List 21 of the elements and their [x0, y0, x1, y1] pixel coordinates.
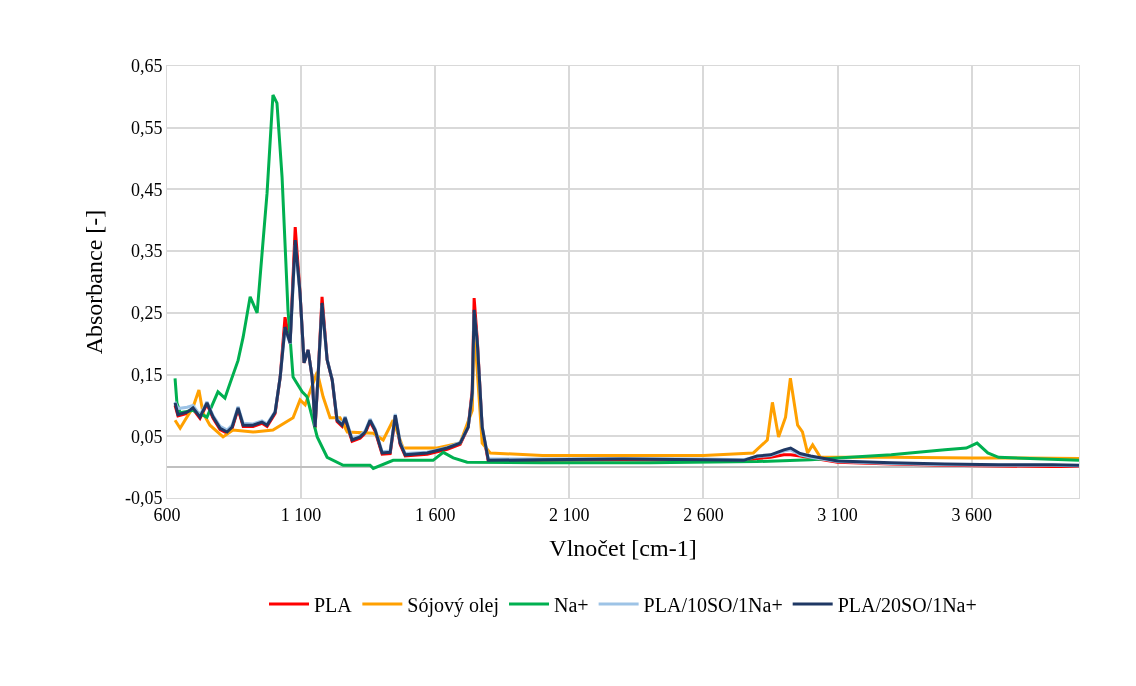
x-axis-title: Vlnočet [cm-1]: [549, 534, 697, 561]
y-axis-title: Absorbance [-]: [81, 209, 107, 355]
legend-label: PLA: [314, 593, 353, 616]
y-tick-label: 0,45: [130, 179, 163, 200]
x-tick-label: 3 100: [817, 504, 858, 525]
y-tick-label: 0,65: [130, 56, 163, 77]
x-tick-label: 2 600: [683, 504, 724, 525]
legend-label: PLA/10SO/1Na+: [643, 593, 783, 616]
x-tick-label: 2 100: [549, 504, 590, 525]
x-tick-label: 1 600: [414, 504, 456, 525]
y-tick-label: 0,15: [130, 364, 163, 385]
y-tick-label: 0,35: [130, 241, 163, 262]
y-tick-label: 0,05: [130, 426, 163, 447]
line-series: [173, 93, 1079, 470]
x-tick-label: 3 600: [951, 504, 992, 525]
y-tick-label: 0,25: [130, 303, 163, 324]
y-tick-label: 0,55: [130, 118, 163, 139]
x-tick-label: 1 100: [280, 504, 322, 525]
legend-label: PLA/20SO/1Na+: [837, 593, 977, 616]
legend-label: Sójový olej: [407, 593, 500, 617]
legend-label: Na+: [554, 593, 589, 616]
